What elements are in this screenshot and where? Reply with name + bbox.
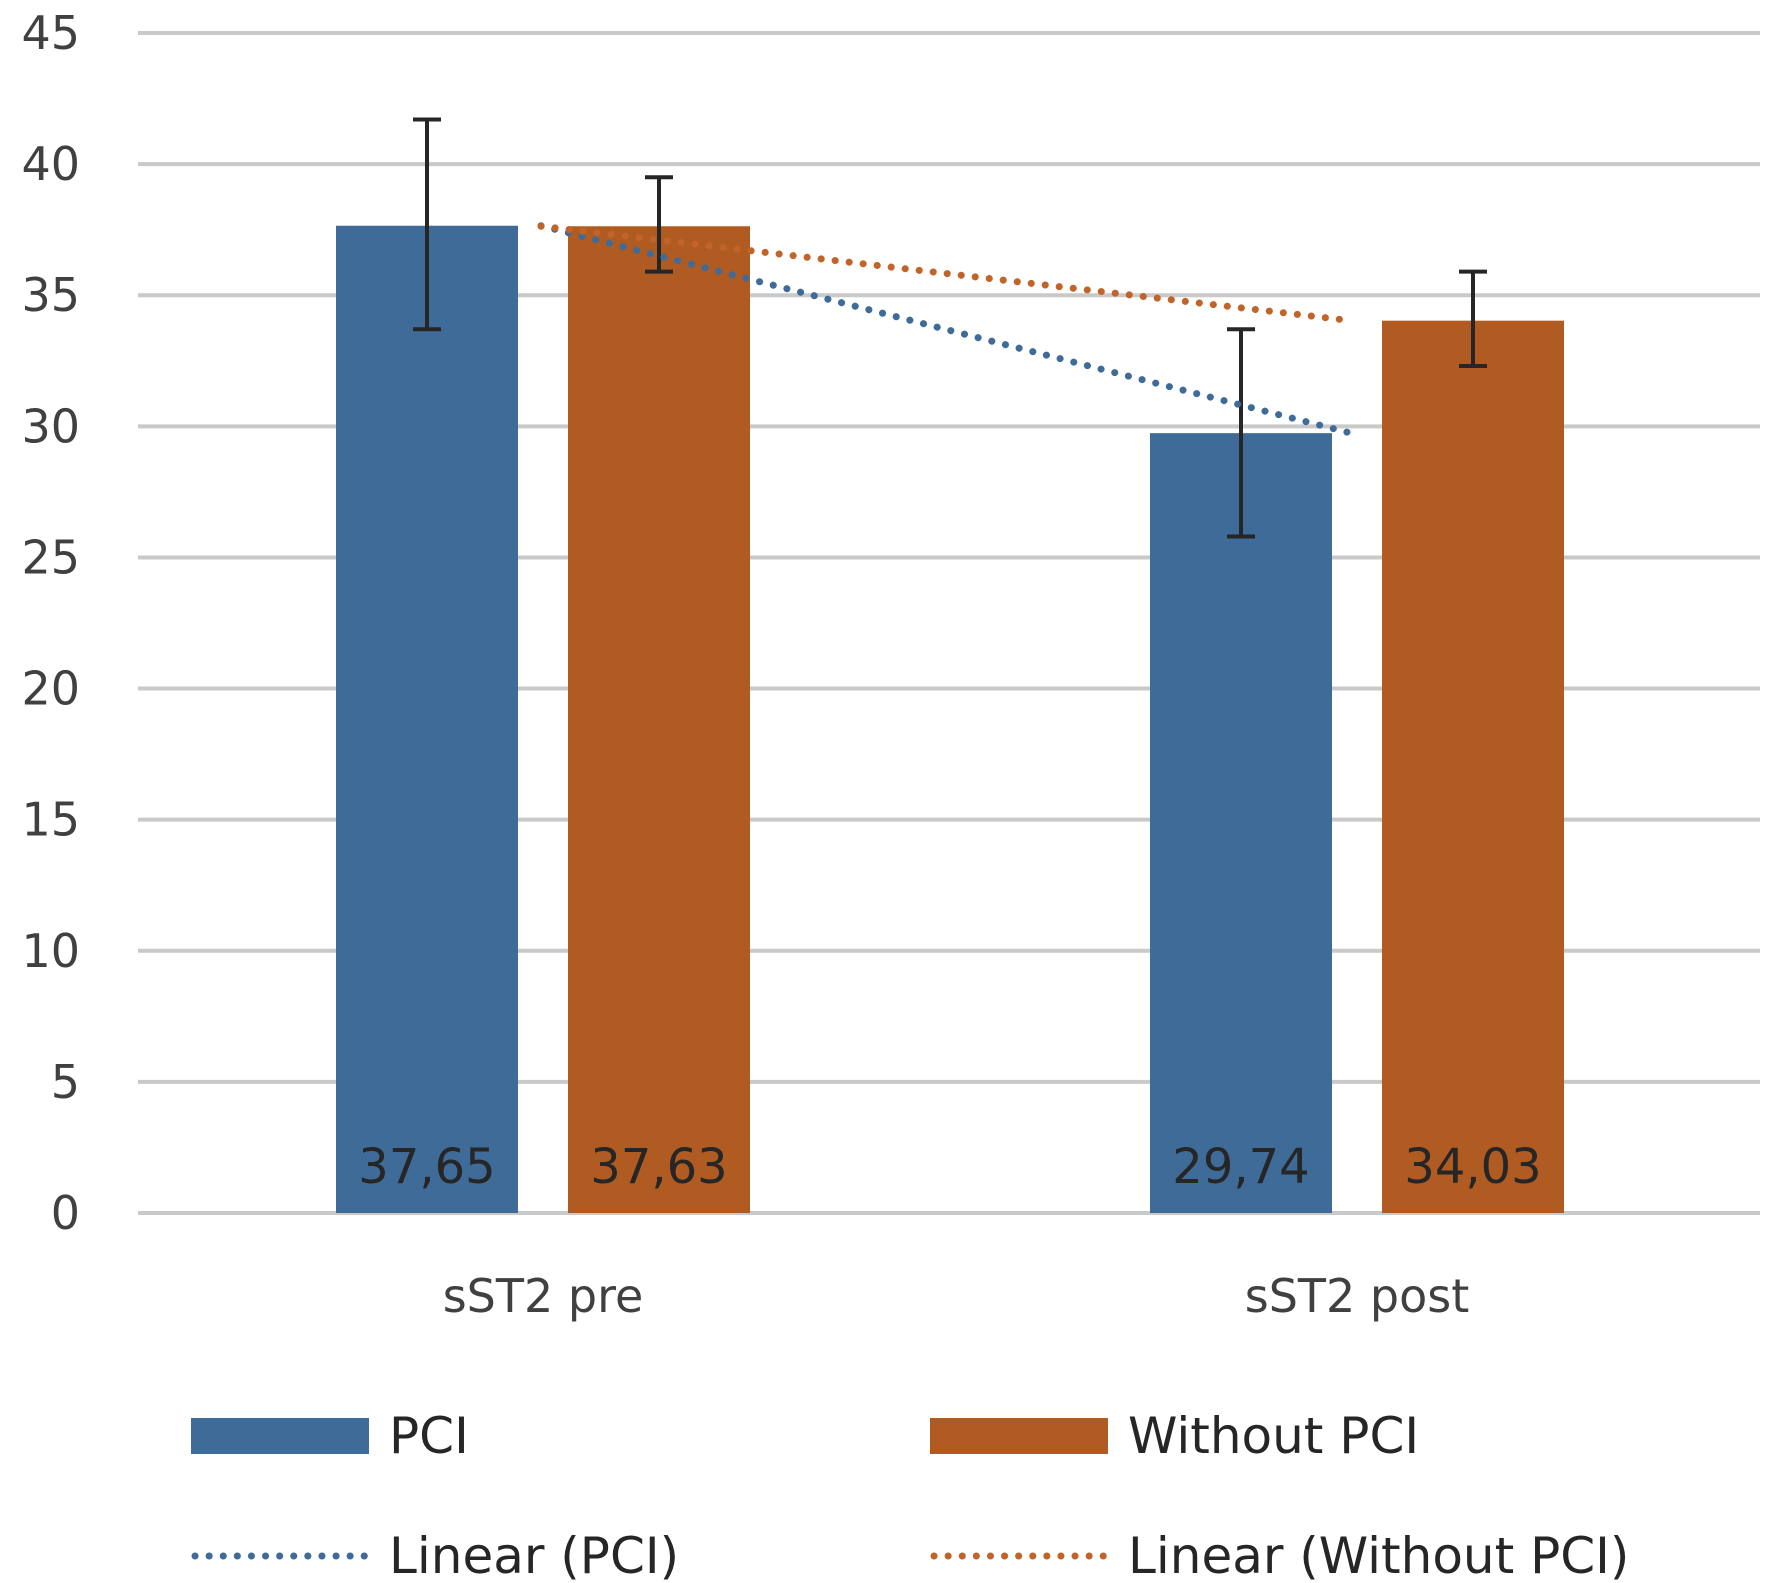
y-tick-label-15: 15 — [21, 793, 80, 847]
data-label-0-1: 29,74 — [1172, 1139, 1309, 1195]
bars — [336, 225, 1564, 1213]
y-tick-label-20: 20 — [21, 662, 80, 716]
error-bar-0-1 — [1227, 327, 1255, 539]
y-tick-label-40: 40 — [21, 137, 80, 191]
y-tick-label-30: 30 — [21, 399, 80, 453]
error-bars — [413, 117, 1487, 539]
legend: PCI Without PCI Linear (PCI) Linear (Withou… — [191, 1407, 1629, 1583]
data-label-0-0: 37,65 — [358, 1139, 495, 1195]
y-tick-label-45: 45 — [21, 6, 80, 60]
legend-swatch-0 — [191, 1418, 369, 1454]
bar-pci-1 — [1150, 433, 1332, 1213]
bar-without-pci-1 — [1382, 320, 1564, 1213]
trendlines — [537, 222, 1355, 437]
trendline-1 — [537, 222, 1355, 325]
x-category-label-1: sST2 post — [1245, 1269, 1470, 1323]
error-bar-0-0 — [413, 117, 441, 332]
y-axis-ticks: 0 5 10 15 20 25 30 35 40 45 — [21, 6, 80, 1240]
legend-trend-label-1: Linear (Without PCI) — [1128, 1527, 1629, 1583]
y-tick-label-25: 25 — [21, 530, 80, 584]
y-tick-label-5: 5 — [51, 1055, 80, 1109]
bar-pci-0 — [336, 225, 518, 1213]
x-category-label-0: sST2 pre — [443, 1269, 644, 1323]
x-axis-categories: sST2 pre sST2 post — [443, 1269, 1470, 1323]
data-labels: 37,65 29,74 37,63 34,03 — [358, 1139, 1541, 1195]
trendline-0 — [537, 222, 1355, 437]
error-bar-1-1 — [1459, 269, 1487, 369]
legend-trend-label-0: Linear (PCI) — [389, 1527, 679, 1583]
error-bar-1-0 — [645, 175, 673, 274]
bar-without-pci-0 — [568, 226, 750, 1213]
y-tick-label-10: 10 — [21, 924, 80, 978]
data-label-1-0: 37,63 — [590, 1139, 727, 1195]
data-label-1-1: 34,03 — [1404, 1139, 1541, 1195]
legend-label-1: Without PCI — [1128, 1407, 1419, 1465]
legend-label-0: PCI — [389, 1407, 469, 1465]
y-tick-label-35: 35 — [21, 268, 80, 322]
legend-swatch-1 — [930, 1418, 1108, 1454]
y-tick-label-0: 0 — [51, 1186, 80, 1240]
